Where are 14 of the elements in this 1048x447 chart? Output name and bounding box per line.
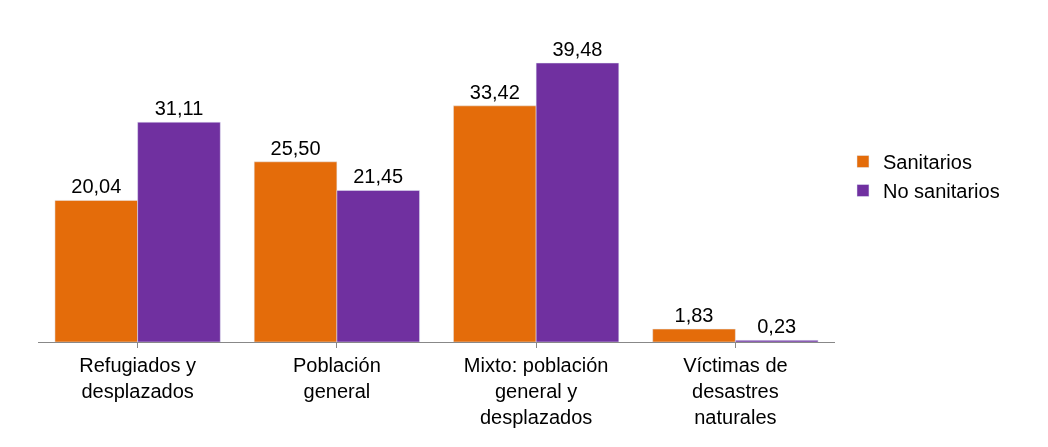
data-label: 39,48 [552, 38, 603, 61]
data-label: 21,45 [353, 165, 404, 188]
x-tick-label: Víctimas de desastres naturales [683, 354, 788, 428]
data-label: 1,83 [674, 304, 714, 327]
x-tick-label: Población general [292, 354, 381, 402]
data-label: 20,04 [71, 175, 122, 198]
data-label: 33,42 [469, 80, 520, 103]
data-label: 0,23 [757, 315, 797, 338]
data-label: 31,11 [154, 97, 204, 120]
x-tick-label: Refugiados y desplazados [79, 354, 197, 402]
x-tick-label: Mixto: población general y desplazados [463, 354, 609, 428]
legend-label: Sanitarios [882, 151, 972, 174]
data-label: 25,50 [270, 136, 321, 159]
legend-label: No sanitarios [882, 180, 1000, 203]
